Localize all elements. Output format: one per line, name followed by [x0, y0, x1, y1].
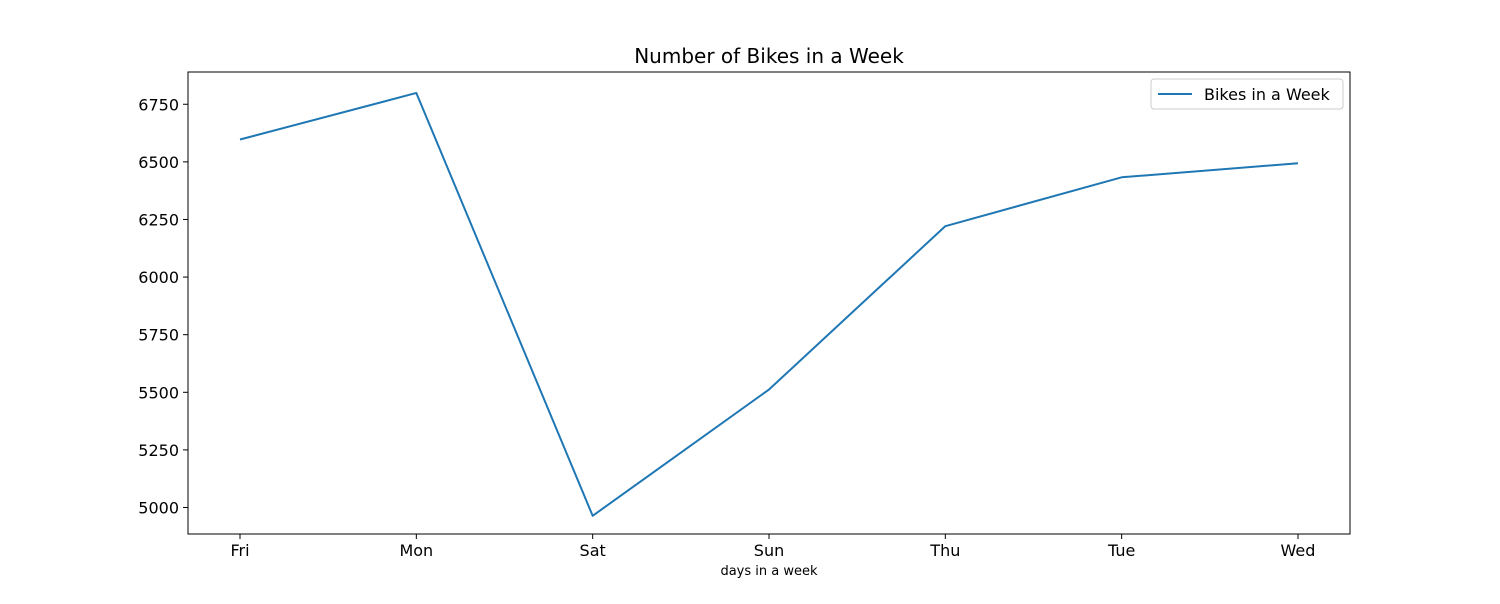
y-tick-label: 6000 — [138, 268, 179, 287]
x-tick-label: Tue — [1107, 541, 1135, 560]
x-tick-label: Mon — [399, 541, 433, 560]
y-tick-label: 5750 — [138, 326, 179, 345]
x-tick-label: Fri — [230, 541, 249, 560]
series-layer — [239, 91, 1299, 517]
x-tick-label: Sat — [580, 541, 606, 560]
x-tick-label: Sun — [754, 541, 784, 560]
y-tick-label: 5250 — [138, 441, 179, 460]
legend-label: Bikes in a Week — [1204, 85, 1331, 104]
series-line — [239, 91, 1299, 517]
y-tick-label: 5500 — [138, 383, 179, 402]
x-axis-label: days in a week — [720, 564, 818, 579]
x-tick-label: Wed — [1281, 541, 1316, 560]
y-tick-label: 6500 — [138, 153, 179, 172]
plot-area — [187, 71, 1351, 535]
y-tick-label: 5000 — [138, 499, 179, 518]
legend-box — [1150, 78, 1344, 110]
y-tick-label: 6750 — [138, 95, 179, 114]
y-tick-label: 6250 — [138, 210, 179, 229]
x-tick-label: Thu — [929, 541, 960, 560]
legend: Bikes in a Week — [1150, 78, 1344, 110]
y-axis-ticks: 5000 5250 5500 5750 6000 6250 6500 6750 — [138, 95, 188, 518]
x-axis-ticks: Fri Mon Sat Sun Thu Tue Wed — [230, 534, 1315, 560]
chart-title: Number of Bikes in a Week — [634, 44, 904, 68]
